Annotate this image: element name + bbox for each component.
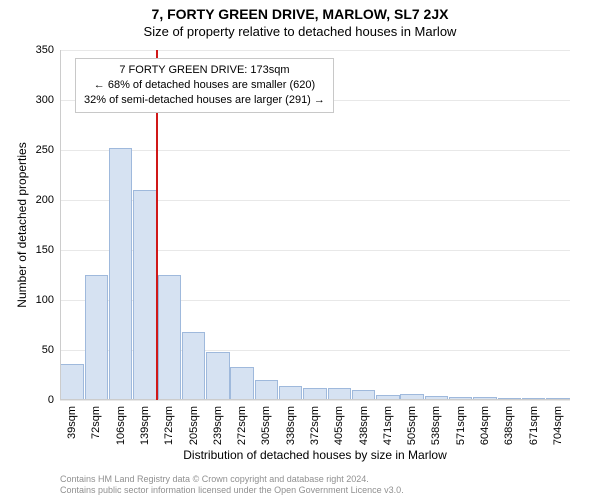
- chart-container: 7, FORTY GREEN DRIVE, MARLOW, SL7 2JX Si…: [0, 0, 600, 500]
- chart-title: 7, FORTY GREEN DRIVE, MARLOW, SL7 2JX: [0, 0, 600, 22]
- x-tick-label: 405sqm: [333, 406, 345, 445]
- y-axis-line: [60, 50, 61, 400]
- attribution-line1: Contains HM Land Registry data © Crown c…: [60, 474, 580, 485]
- x-tick-label: 305sqm: [260, 406, 272, 445]
- x-tick-label: 272sqm: [236, 406, 248, 445]
- x-tick-label: 505sqm: [406, 406, 418, 445]
- x-tick-label: 604sqm: [479, 406, 491, 445]
- x-axis-line: [60, 399, 570, 400]
- bar: [182, 332, 205, 400]
- annotation-line2: ← 68% of detached houses are smaller (62…: [84, 78, 325, 93]
- x-tick-label: 139sqm: [139, 406, 151, 445]
- y-axis-title: Number of detached properties: [15, 142, 29, 307]
- bar: [85, 275, 108, 400]
- bar: [133, 190, 156, 400]
- x-axis-title: Distribution of detached houses by size …: [60, 448, 570, 462]
- bar: [206, 352, 229, 400]
- x-tick-label: 39sqm: [66, 406, 78, 439]
- x-tick-label: 239sqm: [212, 406, 224, 445]
- bar: [230, 367, 253, 400]
- y-tick-label: 50: [20, 344, 54, 356]
- x-tick-label: 106sqm: [115, 406, 127, 445]
- y-tick-label: 350: [20, 44, 54, 56]
- plot-area: Number of detached properties 0501001502…: [60, 50, 570, 400]
- y-tick-label: 100: [20, 294, 54, 306]
- bar: [60, 364, 83, 400]
- x-tick-label: 205sqm: [188, 406, 200, 445]
- x-tick-label: 538sqm: [430, 406, 442, 445]
- annotation-line3: 32% of semi-detached houses are larger (…: [84, 93, 325, 108]
- gridline: [60, 400, 570, 401]
- y-tick-label: 150: [20, 244, 54, 256]
- x-tick-label: 704sqm: [552, 406, 564, 445]
- x-tick-label: 638sqm: [503, 406, 515, 445]
- bar: [279, 386, 302, 400]
- chart-subtitle: Size of property relative to detached ho…: [0, 22, 600, 39]
- annotation-box: 7 FORTY GREEN DRIVE: 173sqm ← 68% of det…: [75, 58, 334, 113]
- y-tick-label: 0: [20, 394, 54, 406]
- annotation-line1: 7 FORTY GREEN DRIVE: 173sqm: [84, 63, 325, 78]
- bar: [255, 380, 278, 400]
- y-tick-label: 200: [20, 194, 54, 206]
- x-tick-label: 172sqm: [163, 406, 175, 445]
- attribution-text: Contains HM Land Registry data © Crown c…: [60, 474, 580, 497]
- x-tick-label: 571sqm: [455, 406, 467, 445]
- attribution-line2: Contains public sector information licen…: [60, 485, 580, 496]
- bar: [109, 148, 132, 400]
- x-tick-label: 438sqm: [358, 406, 370, 445]
- x-tick-label: 471sqm: [382, 406, 394, 445]
- y-tick-label: 250: [20, 144, 54, 156]
- x-tick-label: 372sqm: [309, 406, 321, 445]
- x-tick-label: 72sqm: [90, 406, 102, 439]
- y-tick-label: 300: [20, 94, 54, 106]
- x-tick-label: 671sqm: [528, 406, 540, 445]
- x-tick-label: 338sqm: [285, 406, 297, 445]
- bar: [158, 275, 181, 400]
